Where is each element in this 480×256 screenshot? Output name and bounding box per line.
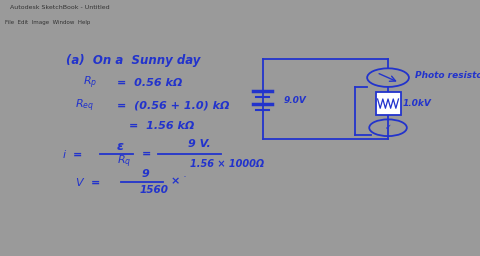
Text: File  Edit  Image  Window  Help: File Edit Image Window Help bbox=[5, 20, 90, 25]
Text: 1.0kV: 1.0kV bbox=[403, 99, 432, 108]
Text: $V$  =: $V$ = bbox=[75, 176, 100, 188]
Text: 9: 9 bbox=[142, 169, 149, 179]
Text: =: = bbox=[142, 149, 151, 159]
Bar bbox=[375, 92, 400, 115]
Text: Autodesk SketchBook - Untitled: Autodesk SketchBook - Untitled bbox=[10, 5, 109, 10]
Text: 9.0V: 9.0V bbox=[284, 96, 307, 105]
Text: ..: .. bbox=[183, 173, 187, 178]
Text: (a)  On a  Sunny day: (a) On a Sunny day bbox=[66, 55, 201, 67]
Text: $R_q$: $R_q$ bbox=[117, 154, 131, 170]
Text: 9 V.: 9 V. bbox=[188, 140, 210, 150]
Text: Photo resistor: Photo resistor bbox=[415, 71, 480, 80]
Text: =  1.56 kΩ: = 1.56 kΩ bbox=[129, 121, 194, 131]
Text: 1.56 × 1000Ω: 1.56 × 1000Ω bbox=[190, 159, 264, 169]
Text: ✓: ✓ bbox=[384, 123, 392, 132]
Text: ×: × bbox=[171, 177, 180, 187]
Text: =  (0.56 + 1.0) kΩ: = (0.56 + 1.0) kΩ bbox=[117, 100, 229, 111]
Text: $R_p$: $R_p$ bbox=[83, 75, 97, 91]
Text: 1560: 1560 bbox=[140, 185, 168, 195]
Text: =  0.56 kΩ: = 0.56 kΩ bbox=[117, 78, 182, 88]
Text: $i$  =: $i$ = bbox=[62, 148, 84, 160]
Text: $R_{eq}$: $R_{eq}$ bbox=[75, 97, 94, 114]
Text: ε: ε bbox=[117, 140, 123, 153]
